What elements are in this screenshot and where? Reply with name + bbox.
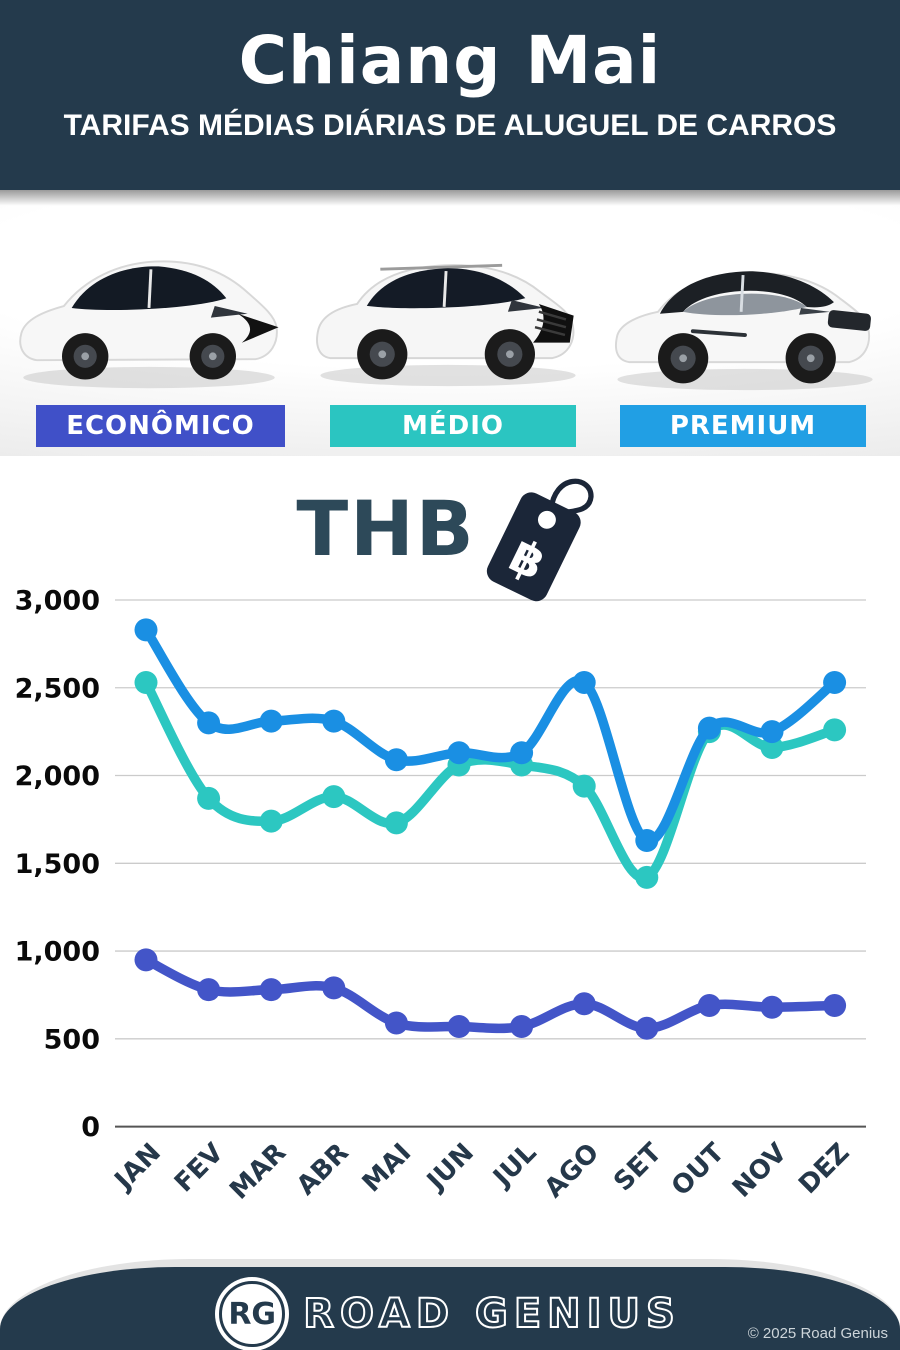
svg-text:JUL: JUL (486, 1138, 542, 1194)
svg-text:AGO: AGO (539, 1138, 605, 1204)
footer: RG ROAD GENIUS © 2025 Road Genius (0, 1267, 900, 1350)
svg-text:2,000: 2,000 (15, 761, 100, 792)
header: Chiang Mai TARIFAS MÉDIAS DIÁRIAS DE ALU… (0, 0, 900, 190)
svg-text:0: 0 (81, 1112, 100, 1143)
economy-car-image (19, 260, 279, 389)
mid-size-car-image (316, 263, 576, 387)
brand-name: ROAD GENIUS (302, 1290, 681, 1338)
page-subtitle: TARIFAS MÉDIAS DIÁRIAS DE ALUGUEL DE CAR… (63, 109, 837, 142)
svg-text:OUT: OUT (666, 1138, 730, 1202)
svg-text:JUN: JUN (420, 1138, 480, 1198)
svg-text:3,000: 3,000 (15, 586, 100, 617)
premium-car-image (614, 271, 873, 391)
page-title: Chiang Mai (238, 22, 662, 99)
class-badge-mid: MÉDIO (330, 405, 576, 447)
svg-text:DEZ: DEZ (793, 1138, 855, 1200)
rental-rate-line-chart: 0 500 1,000 1,500 2,000 2,500 3,000 JAN FEVMARAB… (15, 586, 866, 1206)
svg-text:1,500: 1,500 (15, 849, 100, 880)
svg-text:MAR: MAR (224, 1138, 292, 1206)
svg-text:2,500: 2,500 (15, 673, 100, 704)
price-tag-icon: ฿ (486, 478, 594, 602)
svg-text:1,000: 1,000 (15, 937, 100, 968)
svg-text:JAN: JAN (108, 1138, 167, 1197)
copyright-text: © 2025 Road Genius (747, 1325, 888, 1342)
svg-text:ABR: ABR (291, 1138, 355, 1202)
class-badge-economy: ECONÔMICO (36, 405, 285, 447)
brand-lockup: RG ROAD GENIUS (0, 1281, 900, 1347)
currency-label: THB (296, 484, 476, 573)
svg-text:SET: SET (608, 1138, 668, 1198)
svg-text:MAI: MAI (357, 1138, 418, 1199)
svg-text:NOV: NOV (727, 1138, 793, 1204)
svg-text:FEV: FEV (169, 1138, 230, 1199)
class-badge-premium: PREMIUM (620, 405, 866, 447)
header-shadow-divider (0, 190, 900, 206)
svg-text:500: 500 (44, 1024, 100, 1055)
rg-logo: RG (219, 1281, 286, 1347)
currency-row: THB ฿ (0, 455, 900, 613)
rg-logo-initials: RG (228, 1296, 277, 1332)
